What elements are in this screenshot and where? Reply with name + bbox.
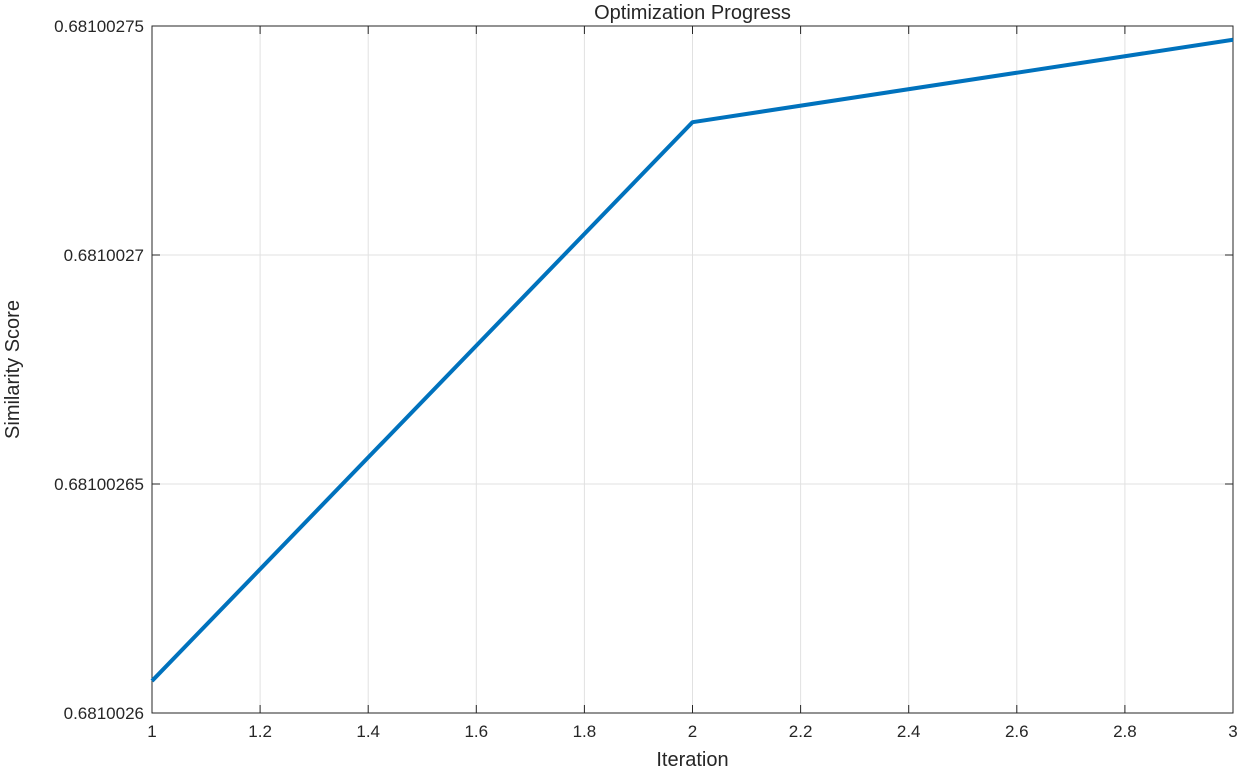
y-axis-label: Similarity Score: [2, 300, 24, 439]
x-tick-labels: 1 1.2 1.4 1.6 1.8 2 2.2 2.4 2.6 2.8 3: [147, 722, 1237, 741]
y-tick-label: 0.68100265: [54, 475, 144, 494]
chart-title: Optimization Progress: [594, 2, 791, 24]
x-tick-label: 2.8: [1113, 722, 1137, 741]
x-tick-label: 1: [147, 722, 156, 741]
x-tick-label: 2: [688, 722, 697, 741]
grid: [151, 25, 1234, 714]
y-tick-labels: 0.6810026 0.68100265 0.6810027 0.68100275: [54, 17, 144, 723]
y-tick-label: 0.68100275: [54, 17, 144, 36]
x-axis-label: Iteration: [656, 749, 728, 770]
x-tick-label: 2.2: [789, 722, 813, 741]
y-tick-label: 0.6810026: [64, 704, 144, 723]
x-tick-label: 1.8: [573, 722, 597, 741]
x-tick-label: 2.4: [897, 722, 921, 741]
tick-marks: [151, 25, 1234, 714]
x-tick-label: 1.2: [248, 722, 272, 741]
series-line: [150, 37, 1234, 683]
x-tick-label: 3: [1228, 722, 1237, 741]
x-tick-label: 1.4: [356, 722, 380, 741]
series-layer: [150, 37, 1234, 683]
x-tick-label: 2.6: [1005, 722, 1029, 741]
x-tick-label: 1.6: [464, 722, 488, 741]
y-tick-label: 0.6810027: [64, 246, 144, 265]
